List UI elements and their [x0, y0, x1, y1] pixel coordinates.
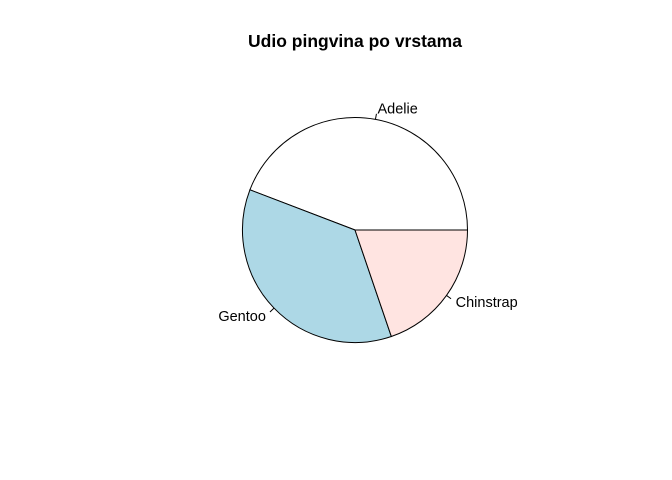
- pie-leader-chinstrap: [446, 295, 452, 300]
- pie-leader-gentoo: [269, 307, 275, 313]
- pie-slices: [242, 117, 469, 343]
- pie-labels: Adelie Gentoo Chinstrap: [218, 101, 517, 325]
- pie-leader-adelie: [374, 113, 377, 120]
- chart-title: Udio pingvina po vrstama: [248, 31, 462, 51]
- pie-slice-gentoo: [242, 189, 392, 343]
- pie-label-chinstrap: Chinstrap: [456, 295, 518, 311]
- pie-label-adelie: Adelie: [377, 101, 417, 117]
- pie-slice-chinstrap: [354, 229, 469, 338]
- pie-label-gentoo: Gentoo: [218, 309, 266, 325]
